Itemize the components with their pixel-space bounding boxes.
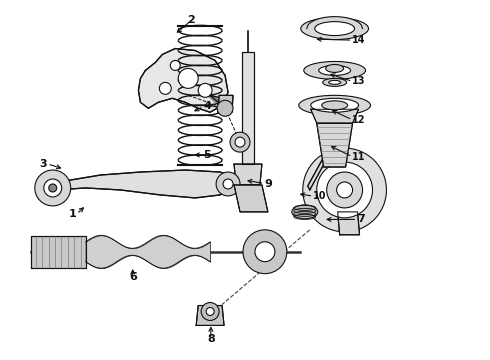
Polygon shape bbox=[311, 109, 359, 123]
Text: 4: 4 bbox=[203, 102, 211, 112]
Circle shape bbox=[35, 170, 71, 206]
Ellipse shape bbox=[329, 80, 341, 84]
Polygon shape bbox=[234, 164, 262, 185]
Polygon shape bbox=[338, 212, 360, 235]
Polygon shape bbox=[234, 185, 268, 212]
Text: 2: 2 bbox=[188, 15, 195, 26]
Circle shape bbox=[217, 100, 233, 116]
Polygon shape bbox=[31, 236, 86, 268]
Circle shape bbox=[171, 60, 180, 71]
Text: 13: 13 bbox=[352, 76, 366, 86]
Circle shape bbox=[44, 179, 62, 197]
Circle shape bbox=[49, 184, 57, 192]
Polygon shape bbox=[39, 170, 238, 198]
Circle shape bbox=[230, 132, 250, 152]
Text: 9: 9 bbox=[265, 179, 272, 189]
Circle shape bbox=[303, 148, 387, 232]
Text: 11: 11 bbox=[352, 152, 366, 162]
Circle shape bbox=[178, 68, 198, 88]
Text: 5: 5 bbox=[203, 150, 211, 160]
Circle shape bbox=[327, 172, 363, 208]
Ellipse shape bbox=[304, 62, 366, 80]
Polygon shape bbox=[242, 53, 254, 164]
Text: 3: 3 bbox=[40, 159, 48, 169]
Ellipse shape bbox=[323, 78, 346, 86]
Ellipse shape bbox=[322, 101, 347, 110]
Ellipse shape bbox=[301, 18, 368, 40]
Text: 7: 7 bbox=[357, 215, 365, 224]
Circle shape bbox=[159, 82, 171, 94]
Polygon shape bbox=[196, 306, 224, 325]
Circle shape bbox=[223, 179, 233, 189]
Circle shape bbox=[255, 242, 275, 262]
Circle shape bbox=[216, 172, 240, 196]
Circle shape bbox=[337, 182, 353, 198]
Polygon shape bbox=[138, 49, 228, 112]
Ellipse shape bbox=[315, 22, 355, 36]
Polygon shape bbox=[317, 123, 353, 167]
Circle shape bbox=[206, 307, 214, 315]
Polygon shape bbox=[218, 95, 233, 112]
Ellipse shape bbox=[299, 95, 370, 115]
Ellipse shape bbox=[318, 66, 350, 75]
Circle shape bbox=[243, 230, 287, 274]
Circle shape bbox=[201, 302, 219, 320]
Ellipse shape bbox=[326, 64, 343, 72]
Text: 12: 12 bbox=[352, 115, 366, 125]
Text: 1: 1 bbox=[69, 209, 76, 219]
Polygon shape bbox=[308, 146, 332, 190]
Text: 6: 6 bbox=[129, 272, 137, 282]
Ellipse shape bbox=[292, 205, 318, 219]
Circle shape bbox=[198, 84, 212, 97]
Circle shape bbox=[317, 162, 372, 218]
Ellipse shape bbox=[311, 98, 359, 112]
Circle shape bbox=[235, 137, 245, 147]
Text: 8: 8 bbox=[207, 333, 215, 343]
Text: 10: 10 bbox=[313, 191, 327, 201]
Text: 14: 14 bbox=[352, 35, 366, 45]
